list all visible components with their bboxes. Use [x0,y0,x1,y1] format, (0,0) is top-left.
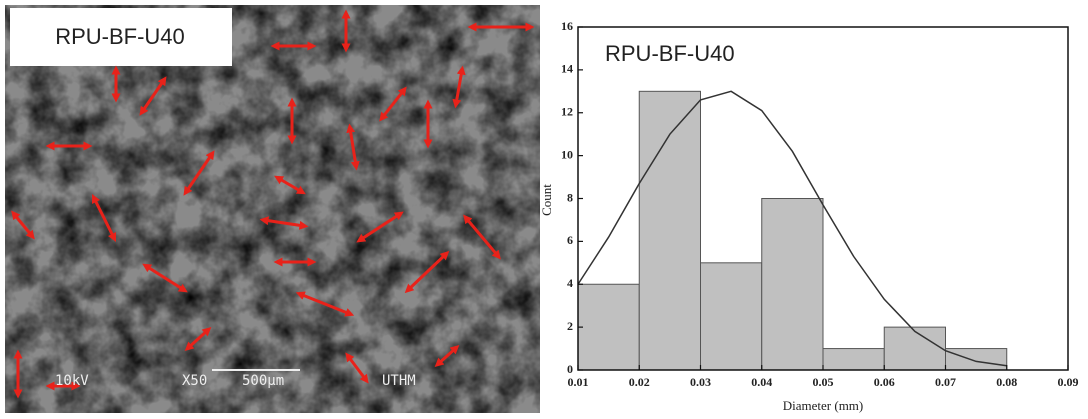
sem-institution: UTHM [382,373,416,389]
y-tick-label: 16 [561,19,573,33]
x-tick-label: 0.03 [690,375,711,389]
sem-magnification: X50 [182,373,207,389]
bar [823,349,884,370]
y-tick-label: 4 [567,276,573,290]
y-axis-label: Count [539,184,554,216]
sem-label: RPU-BF-U40 [55,24,185,49]
histogram-chart: RPU-BF-U40 Count Diameter (mm) 0 2 4 6 8 10 12… [539,19,1079,413]
x-tick-label: 0.02 [629,375,650,389]
x-tick-label: 0.06 [874,375,895,389]
y-tick-label: 2 [567,319,573,333]
y-tick-label: 8 [567,190,573,204]
x-tick-label: 0.01 [568,375,589,389]
y-tick-label: 12 [561,105,573,119]
sem-image: RPU-BF-U40 10kV X50 500µm UTHM [5,5,540,413]
bar [762,199,823,371]
bar [884,327,945,370]
sem-voltage: 10kV [55,373,89,389]
bar [701,263,762,370]
figure: RPU-BF-U40 10kV X50 500µm UTHM RPU-BF-U4… [0,0,1088,419]
x-tick-label: 0.04 [751,375,772,389]
x-tick-label: 0.07 [935,375,956,389]
x-tick-label: 0.05 [813,375,834,389]
x-axis-label: Diameter (mm) [783,398,864,413]
bar [578,284,639,370]
y-tick-label: 10 [561,147,573,161]
x-tick-label: 0.08 [996,375,1017,389]
y-tick-label: 14 [561,62,573,76]
chart-title: RPU-BF-U40 [605,41,735,66]
x-tick-label: 0.09 [1058,375,1079,389]
bar [946,349,1007,370]
sem-scale: 500µm [242,373,284,389]
y-tick-label: 6 [567,233,573,247]
y-tick-label: 0 [567,362,573,376]
